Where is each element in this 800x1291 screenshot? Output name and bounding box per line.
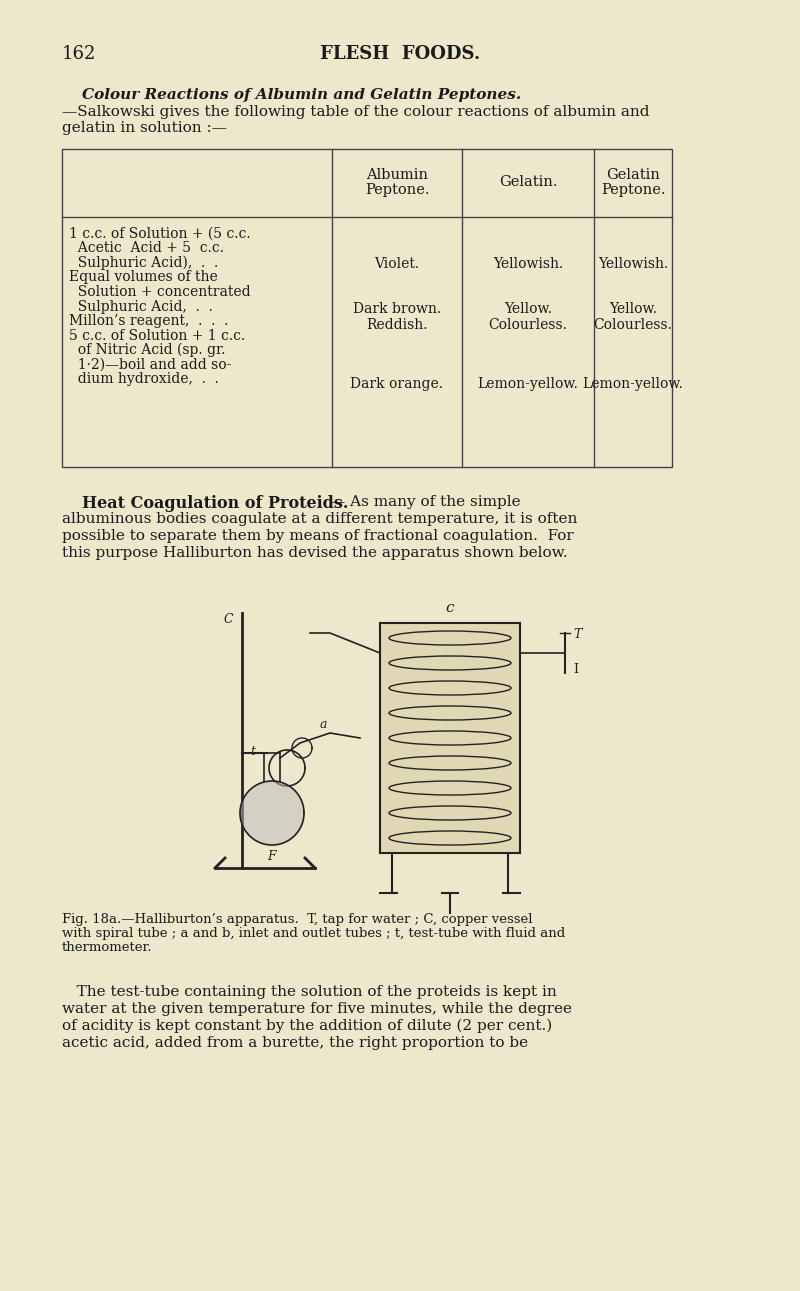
Text: 1·2)—boil and add so-: 1·2)—boil and add so- bbox=[69, 358, 231, 372]
Text: of acidity is kept constant by the addition of dilute (2 per cent.): of acidity is kept constant by the addit… bbox=[62, 1019, 552, 1033]
Text: Solution + concentrated: Solution + concentrated bbox=[69, 285, 250, 300]
Text: Gelatin: Gelatin bbox=[606, 168, 660, 182]
Text: C: C bbox=[224, 613, 234, 626]
Text: thermometer.: thermometer. bbox=[62, 941, 153, 954]
Text: F: F bbox=[267, 849, 276, 862]
Text: Lemon-yellow.: Lemon-yellow. bbox=[582, 377, 683, 391]
Text: 1 c.c. of Solution + (5 c.c.: 1 c.c. of Solution + (5 c.c. bbox=[69, 227, 250, 241]
Text: Colourless.: Colourless. bbox=[489, 318, 567, 332]
Text: Violet.: Violet. bbox=[374, 257, 419, 271]
Text: Millon’s reagent,  .  .  .: Millon’s reagent, . . . bbox=[69, 314, 228, 328]
Text: Gelatin.: Gelatin. bbox=[498, 176, 558, 190]
Text: gelatin in solution :—: gelatin in solution :— bbox=[62, 121, 227, 136]
Text: Heat Coagulation of Proteids.: Heat Coagulation of Proteids. bbox=[82, 494, 348, 513]
Text: The test-tube containing the solution of the proteids is kept in: The test-tube containing the solution of… bbox=[62, 985, 557, 999]
Text: Reddish.: Reddish. bbox=[366, 318, 428, 332]
Text: 162: 162 bbox=[62, 45, 96, 63]
Text: T: T bbox=[573, 627, 582, 642]
Bar bbox=[380, 624, 520, 853]
Text: Dark brown.: Dark brown. bbox=[353, 302, 441, 316]
Text: dium hydroxide,  .  .: dium hydroxide, . . bbox=[69, 372, 219, 386]
Text: FLESH  FOODS.: FLESH FOODS. bbox=[320, 45, 480, 63]
Text: Albumin: Albumin bbox=[366, 168, 428, 182]
Text: — As many of the simple: — As many of the simple bbox=[330, 494, 521, 509]
Text: Lemon-yellow.: Lemon-yellow. bbox=[478, 377, 578, 391]
Text: a: a bbox=[320, 718, 327, 731]
Text: acetic acid, added from a burette, the right proportion to be: acetic acid, added from a burette, the r… bbox=[62, 1035, 528, 1050]
Text: Dark orange.: Dark orange. bbox=[350, 377, 443, 391]
Text: Equal volumes of the: Equal volumes of the bbox=[69, 271, 218, 284]
Text: Yellow.: Yellow. bbox=[609, 302, 657, 316]
Text: Sulphuric Acid),  .  .: Sulphuric Acid), . . bbox=[69, 256, 218, 270]
Text: this purpose Halliburton has devised the apparatus shown below.: this purpose Halliburton has devised the… bbox=[62, 546, 568, 560]
Text: of Nitric Acid (sp. gr.: of Nitric Acid (sp. gr. bbox=[69, 343, 226, 358]
Text: with spiral tube ; a and b, inlet and outlet tubes ; t, test-tube with fluid and: with spiral tube ; a and b, inlet and ou… bbox=[62, 927, 566, 940]
Text: Colour Reactions of Albumin and Gelatin Peptones.: Colour Reactions of Albumin and Gelatin … bbox=[82, 88, 521, 102]
Text: I: I bbox=[573, 664, 578, 676]
Text: Fig. 18a.—Halliburton’s apparatus.  T, tap for water ; C, copper vessel: Fig. 18a.—Halliburton’s apparatus. T, ta… bbox=[62, 913, 533, 926]
Text: albuminous bodies coagulate at a different temperature, it is often: albuminous bodies coagulate at a differe… bbox=[62, 513, 578, 525]
Bar bbox=[62, 148, 672, 467]
Circle shape bbox=[240, 781, 304, 846]
Text: Sulphuric Acid,  .  .: Sulphuric Acid, . . bbox=[69, 300, 213, 314]
Text: Acetic  Acid + 5  c.c.: Acetic Acid + 5 c.c. bbox=[69, 241, 224, 256]
Text: possible to separate them by means of fractional coagulation.  For: possible to separate them by means of fr… bbox=[62, 529, 574, 544]
Text: Yellowish.: Yellowish. bbox=[598, 257, 668, 271]
Text: Peptone.: Peptone. bbox=[365, 183, 430, 198]
Text: Yellowish.: Yellowish. bbox=[493, 257, 563, 271]
Text: Colourless.: Colourless. bbox=[594, 318, 673, 332]
Text: 5 c.c. of Solution + 1 c.c.: 5 c.c. of Solution + 1 c.c. bbox=[69, 328, 246, 342]
Text: c: c bbox=[446, 602, 454, 615]
Text: —Salkowski gives the following table of the colour reactions of albumin and: —Salkowski gives the following table of … bbox=[62, 105, 650, 119]
Text: water at the given temperature for five minutes, while the degree: water at the given temperature for five … bbox=[62, 1002, 572, 1016]
Text: t: t bbox=[250, 745, 255, 758]
Text: Yellow.: Yellow. bbox=[504, 302, 552, 316]
Text: Peptone.: Peptone. bbox=[601, 183, 666, 198]
